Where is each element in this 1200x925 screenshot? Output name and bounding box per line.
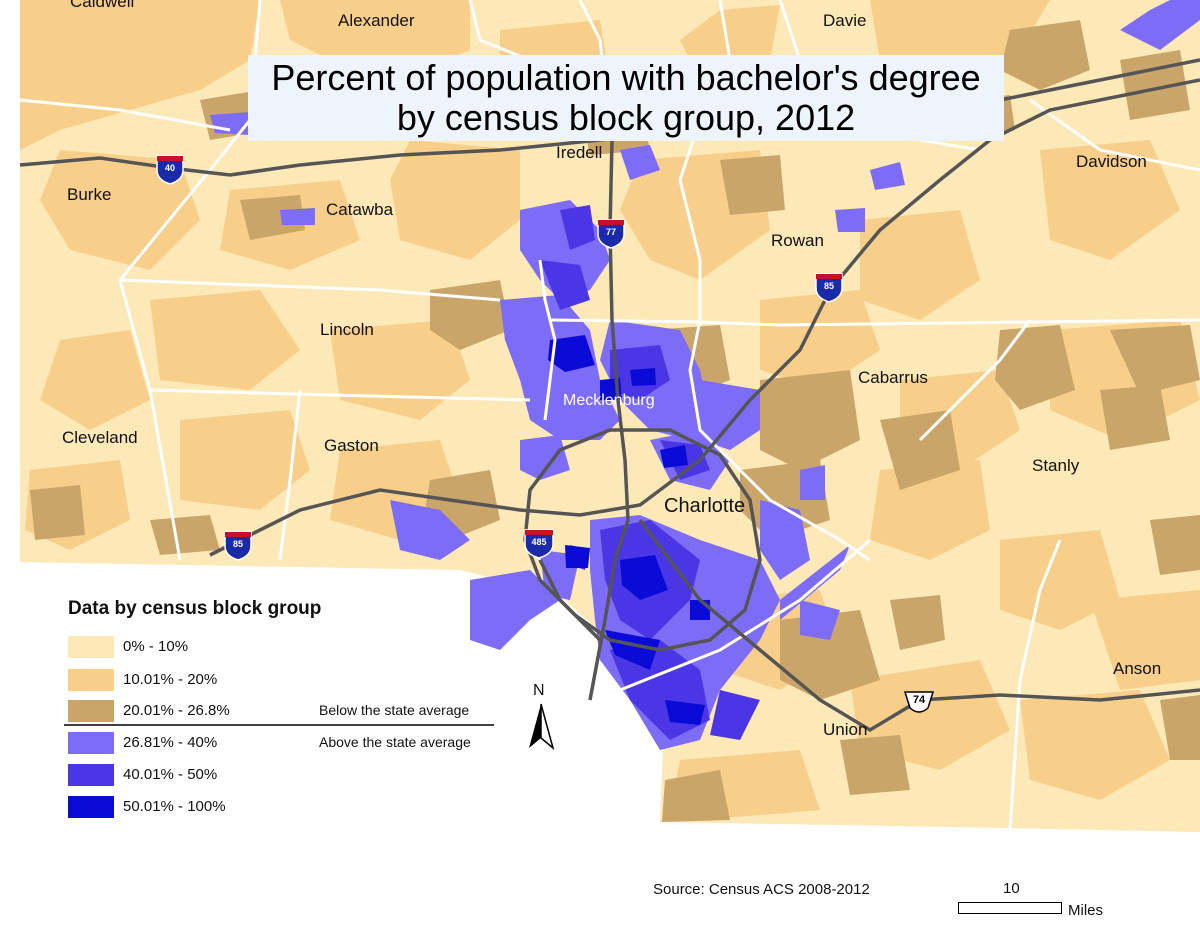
county-label-rowan: Rowan <box>771 231 824 250</box>
below-state-average-note: Below the state average <box>319 702 470 718</box>
legend-label: 40.01% - 50% <box>123 766 218 783</box>
source-note: Source: Census ACS 2008-2012 <box>653 881 870 898</box>
i485-shield-number: 485 <box>531 537 547 547</box>
county-label-cabarrus: Cabarrus <box>858 368 928 387</box>
i277-line <box>538 559 602 642</box>
legend: Data by census block group 0% - 10% 10.0… <box>56 590 506 835</box>
legend-item: 10.01% - 20% <box>68 669 368 691</box>
legend-swatch <box>68 796 114 818</box>
map-title-line-1: Percent of population with bachelor's de… <box>271 57 981 98</box>
i485-loop <box>523 428 762 652</box>
i85-line <box>209 78 1200 557</box>
legend-item: 20.01% - 26.8% <box>68 700 368 722</box>
county-label-gaston: Gaston <box>324 436 379 455</box>
map-title-line-2: by census block group, 2012 <box>396 97 856 138</box>
county-label-burke: Burke <box>67 185 112 204</box>
scale-bar-value: 10 <box>1003 880 1020 897</box>
us74-shield-number: 74 <box>912 694 926 706</box>
i40-shield-number: 40 <box>164 163 175 173</box>
county-label-cleveland: Cleveland <box>62 428 138 447</box>
i85-north-shield-icon <box>815 273 843 303</box>
i40-shield-icon <box>156 155 184 185</box>
us74-shield-icon <box>903 691 935 713</box>
county-label-lincoln: Lincoln <box>320 320 374 339</box>
county-label-stanly: Stanly <box>1032 456 1080 475</box>
legend-swatch <box>68 669 114 691</box>
county-label-caldwell: Caldwell <box>70 0 135 11</box>
county-label-catawba: Catawba <box>326 200 394 219</box>
county-label-union: Union <box>823 720 868 739</box>
legend-swatch <box>68 636 114 658</box>
i85-west-shield-number: 85 <box>232 539 243 549</box>
county-label-mecklenburg: Mecklenburg <box>563 392 655 409</box>
legend-item: 0% - 10% <box>68 636 368 658</box>
legend-swatch <box>68 764 114 786</box>
county-label-iredell: Iredell <box>556 143 603 162</box>
legend-label: 20.01% - 26.8% <box>123 702 230 719</box>
legend-swatch <box>68 700 114 722</box>
city-label-charlotte: Charlotte <box>664 495 746 517</box>
i485-shield-icon <box>524 529 554 559</box>
i77-line <box>588 139 630 701</box>
north-arrow-icon <box>529 703 555 751</box>
i77-shield-number: 77 <box>605 227 616 237</box>
class-10-20-patches <box>20 0 1200 820</box>
legend-item: 50.01% - 100% <box>68 796 368 818</box>
legend-item: 40.01% - 50% <box>68 764 368 786</box>
legend-label: 10.01% - 20% <box>123 671 218 688</box>
legend-label: 50.01% - 100% <box>123 798 226 815</box>
north-arrow-label: N <box>533 682 545 699</box>
i85-north-shield-number: 85 <box>823 281 834 291</box>
us74-line <box>638 518 1200 733</box>
county-label-anson: Anson <box>1113 659 1162 678</box>
county-label-davie: Davie <box>823 11 867 30</box>
county-label-alexander: Alexander <box>338 11 415 30</box>
above-state-average-note: Above the state average <box>319 734 471 750</box>
county-label-davidson: Davidson <box>1076 152 1147 171</box>
i85-west-shield-icon <box>224 531 252 561</box>
legend-label: 0% - 10% <box>123 638 189 655</box>
map-title: Percent of population with bachelor's de… <box>248 55 1004 141</box>
scale-bar <box>958 902 1062 914</box>
i77-shield-icon <box>597 219 625 249</box>
legend-title: Data by census block group <box>68 598 322 619</box>
legend-swatch <box>68 732 114 754</box>
legend-label: 26.81% - 40% <box>123 734 218 751</box>
scale-bar-unit: Miles <box>1068 902 1104 919</box>
legend-item: 26.81% - 40% <box>68 732 368 754</box>
interstate-shields <box>156 155 935 713</box>
